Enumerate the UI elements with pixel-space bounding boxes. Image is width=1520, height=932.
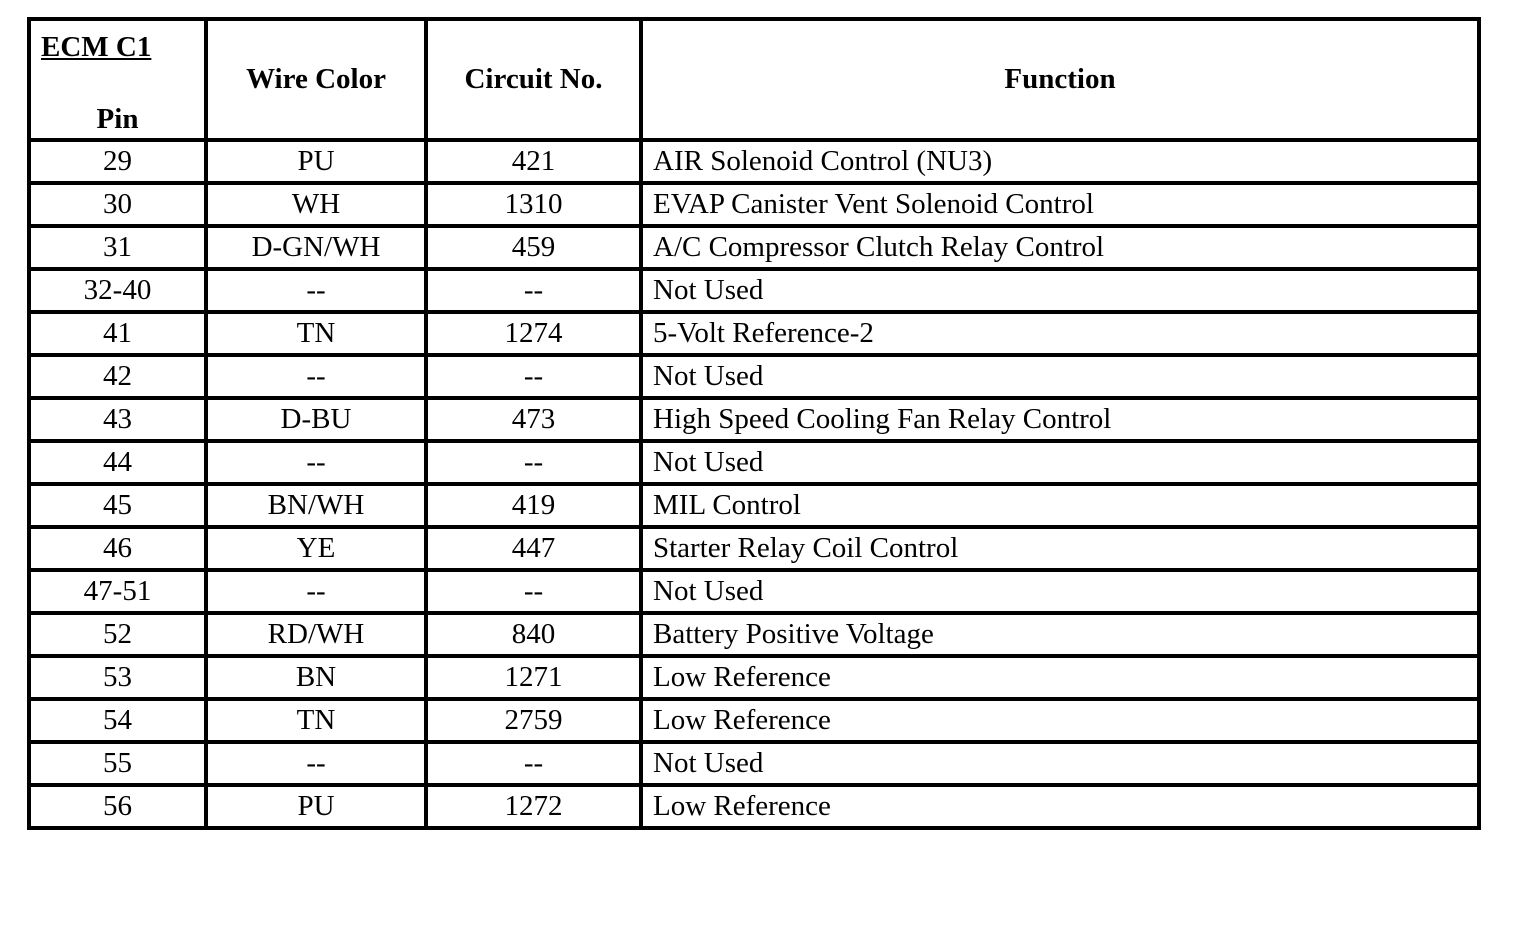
- circuit-cell: 840: [424, 611, 643, 658]
- table-row: 45 BN/WH 419 MIL Control: [27, 482, 1481, 529]
- table-row: 53 BN 1271 Low Reference: [27, 654, 1481, 701]
- circuit-cell: --: [424, 267, 643, 314]
- pin-cell: 55: [27, 740, 208, 787]
- pin-cell: 56: [27, 783, 208, 830]
- circuit-cell: 419: [424, 482, 643, 529]
- table-row: 29 PU 421 AIR Solenoid Control (NU3): [27, 138, 1481, 185]
- circuit-cell: 1274: [424, 310, 643, 357]
- wire-color-cell: TN: [204, 310, 428, 357]
- function-cell: Low Reference: [639, 697, 1481, 744]
- pin-cell: 54: [27, 697, 208, 744]
- function-cell: AIR Solenoid Control (NU3): [639, 138, 1481, 185]
- wire-color-cell: --: [204, 740, 428, 787]
- function-cell: Not Used: [639, 439, 1481, 486]
- circuit-cell: 1310: [424, 181, 643, 228]
- circuit-cell: 459: [424, 224, 643, 271]
- pin-cell: 53: [27, 654, 208, 701]
- pin-cell: 52: [27, 611, 208, 658]
- pin-label: Pin: [96, 103, 139, 135]
- pin-cell: 47-51: [27, 568, 208, 615]
- pin-cell: 41: [27, 310, 208, 357]
- table-row: 46 YE 447 Starter Relay Coil Control: [27, 525, 1481, 572]
- circuit-cell: 1272: [424, 783, 643, 830]
- wire-color-cell: --: [204, 267, 428, 314]
- function-cell: A/C Compressor Clutch Relay Control: [639, 224, 1481, 271]
- wire-color-cell: BN/WH: [204, 482, 428, 529]
- wire-color-cell: --: [204, 353, 428, 400]
- circuit-cell: 1271: [424, 654, 643, 701]
- wire-color-cell: BN: [204, 654, 428, 701]
- function-cell: Low Reference: [639, 654, 1481, 701]
- wire-color-cell: TN: [204, 697, 428, 744]
- function-cell: Starter Relay Coil Control: [639, 525, 1481, 572]
- function-cell: High Speed Cooling Fan Relay Control: [639, 396, 1481, 443]
- header-pin: ECM C1 Pin: [27, 17, 208, 142]
- pin-cell: 42: [27, 353, 208, 400]
- ecm-pinout-table: ECM C1 Pin Wire Color Circuit No. Functi…: [27, 17, 1481, 830]
- table-row: 44 -- -- Not Used: [27, 439, 1481, 486]
- pin-cell: 32-40: [27, 267, 208, 314]
- pin-cell: 30: [27, 181, 208, 228]
- wire-color-cell: PU: [204, 138, 428, 185]
- table-row: 52 RD/WH 840 Battery Positive Voltage: [27, 611, 1481, 658]
- table-row: 43 D-BU 473 High Speed Cooling Fan Relay Co…: [27, 396, 1481, 443]
- function-cell: Not Used: [639, 568, 1481, 615]
- circuit-cell: 447: [424, 525, 643, 572]
- circuit-cell: --: [424, 568, 643, 615]
- table-row: 55 -- -- Not Used: [27, 740, 1481, 787]
- pin-cell: 46: [27, 525, 208, 572]
- circuit-cell: 421: [424, 138, 643, 185]
- table-row: 41 TN 1274 5-Volt Reference-2: [27, 310, 1481, 357]
- wire-color-cell: --: [204, 568, 428, 615]
- function-cell: Low Reference: [639, 783, 1481, 830]
- wire-color-cell: D-BU: [204, 396, 428, 443]
- table-row: 32-40 -- -- Not Used: [27, 267, 1481, 314]
- circuit-cell: --: [424, 740, 643, 787]
- header-wire-color: Wire Color: [204, 17, 428, 142]
- function-cell: Not Used: [639, 267, 1481, 314]
- table-row: 30 WH 1310 EVAP Canister Vent Solenoid Cont…: [27, 181, 1481, 228]
- wire-color-cell: --: [204, 439, 428, 486]
- function-cell: Not Used: [639, 353, 1481, 400]
- function-cell: MIL Control: [639, 482, 1481, 529]
- circuit-cell: --: [424, 353, 643, 400]
- circuit-cell: --: [424, 439, 643, 486]
- pin-cell: 29: [27, 138, 208, 185]
- table-row: 56 PU 1272 Low Reference: [27, 783, 1481, 830]
- wire-color-cell: D-GN/WH: [204, 224, 428, 271]
- function-cell: Not Used: [639, 740, 1481, 787]
- header-row: ECM C1 Pin Wire Color Circuit No. Functi…: [27, 17, 1481, 142]
- header-function: Function: [639, 17, 1481, 142]
- wire-color-cell: PU: [204, 783, 428, 830]
- pin-cell: 43: [27, 396, 208, 443]
- function-cell: EVAP Canister Vent Solenoid Control: [639, 181, 1481, 228]
- header-circuit-no: Circuit No.: [424, 17, 643, 142]
- circuit-cell: 2759: [424, 697, 643, 744]
- table-row: 47-51 -- -- Not Used: [27, 568, 1481, 615]
- pin-cell: 31: [27, 224, 208, 271]
- pin-cell: 44: [27, 439, 208, 486]
- wire-color-cell: WH: [204, 181, 428, 228]
- wire-color-cell: YE: [204, 525, 428, 572]
- table-row: 42 -- -- Not Used: [27, 353, 1481, 400]
- wire-color-cell: RD/WH: [204, 611, 428, 658]
- connector-title: ECM C1: [41, 31, 152, 63]
- circuit-cell: 473: [424, 396, 643, 443]
- function-cell: Battery Positive Voltage: [639, 611, 1481, 658]
- table-row: 54 TN 2759 Low Reference: [27, 697, 1481, 744]
- table-row: 31 D-GN/WH 459 A/C Compressor Clutch Relay …: [27, 224, 1481, 271]
- pin-cell: 45: [27, 482, 208, 529]
- function-cell: 5-Volt Reference-2: [639, 310, 1481, 357]
